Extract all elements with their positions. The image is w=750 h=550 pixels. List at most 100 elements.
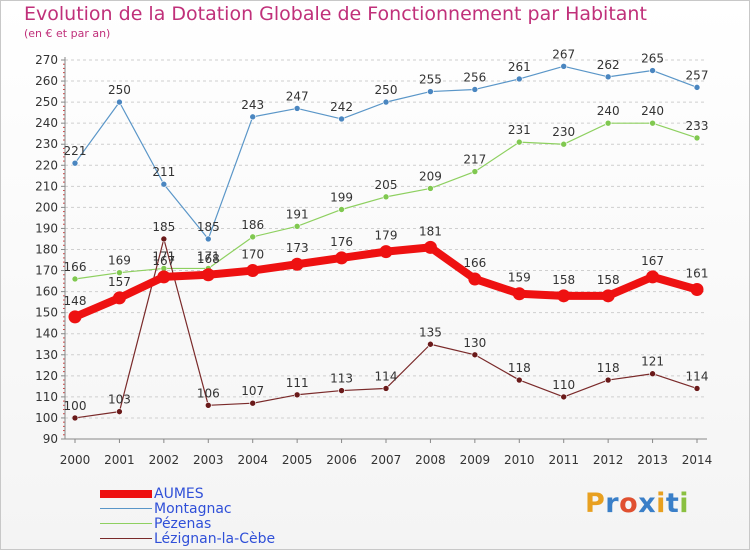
y-tick-label: 170 xyxy=(35,264,58,278)
y-minor-tick xyxy=(63,413,65,415)
x-tick-label: 2007 xyxy=(371,453,402,467)
y-minor-tick xyxy=(63,177,65,179)
x-tick-label: 2014 xyxy=(682,453,713,467)
y-minor-tick xyxy=(63,114,65,116)
data-label-montagnac: 265 xyxy=(641,52,664,66)
y-minor-tick xyxy=(63,307,65,309)
data-point-l-zignan-la-c-be xyxy=(427,340,434,348)
x-tick-label: 2005 xyxy=(282,453,313,467)
y-minor-tick xyxy=(63,341,65,343)
y-minor-tick xyxy=(63,303,65,305)
data-label-montagnac: 262 xyxy=(597,58,620,72)
y-minor-tick xyxy=(63,198,65,200)
y-minor-tick xyxy=(63,299,65,301)
y-minor-tick xyxy=(63,202,65,204)
data-point-aumes xyxy=(68,310,82,324)
y-minor-tick xyxy=(63,392,65,394)
data-label-montagnac: 221 xyxy=(64,144,87,158)
y-minor-tick xyxy=(63,324,65,326)
data-point-l-zignan-la-c-be xyxy=(71,414,79,422)
data-point-l-zignan-la-c-be xyxy=(515,376,523,384)
data-point-p-zenas xyxy=(515,138,523,146)
data-labels: 221 250 211 185 243 247 242 250 255 256 261 267 262 2… xyxy=(64,47,709,413)
data-point-aumes xyxy=(157,270,171,284)
logo-letter: i xyxy=(679,488,690,519)
data-label-aumes: 161 xyxy=(686,267,709,281)
legend-swatch xyxy=(100,522,152,525)
y-minor-tick xyxy=(63,383,65,385)
y-tick-label: 130 xyxy=(35,348,58,362)
y-tick-label: 140 xyxy=(35,327,58,341)
data-label-p-zenas: 233 xyxy=(686,119,709,133)
y-minor-tick xyxy=(63,430,65,432)
y-minor-tick xyxy=(63,173,65,175)
legend-item-l-zignan-la-c-be: Lézignan-la-Cèbe xyxy=(100,531,275,547)
data-point-montagnac xyxy=(471,86,479,93)
y-minor-tick xyxy=(63,76,65,78)
data-label-montagnac: 267 xyxy=(552,47,575,61)
y-minor-tick xyxy=(63,147,65,149)
data-point-aumes xyxy=(246,264,260,278)
data-point-aumes xyxy=(512,287,526,301)
data-point-l-zignan-la-c-be xyxy=(693,385,701,392)
data-label-aumes: 179 xyxy=(375,229,398,243)
data-point-p-zenas xyxy=(71,275,79,283)
data-label-l-zignan-la-c-be: 106 xyxy=(197,386,220,400)
legend-label: Montagnac xyxy=(154,500,232,517)
logo-letter: o xyxy=(619,488,639,519)
x-tick-label: 2011 xyxy=(548,453,579,467)
data-point-aumes xyxy=(423,240,437,254)
y-minor-tick xyxy=(63,160,65,162)
y-tick-label: 240 xyxy=(35,116,58,130)
data-point-p-zenas xyxy=(427,185,434,192)
y-minor-tick xyxy=(63,97,65,99)
data-label-l-zignan-la-c-be: 118 xyxy=(508,361,531,375)
data-point-p-zenas xyxy=(338,206,345,213)
data-point-p-zenas xyxy=(249,233,257,241)
data-point-aumes xyxy=(557,289,571,303)
y-minor-tick xyxy=(63,93,65,95)
data-point-montagnac xyxy=(382,98,390,106)
y-minor-tick xyxy=(63,190,65,192)
data-point-montagnac xyxy=(693,84,701,91)
data-label-montagnac: 243 xyxy=(241,98,264,112)
y-minor-tick xyxy=(63,223,65,225)
legend-swatch xyxy=(100,537,152,540)
x-tick-label: 2003 xyxy=(193,453,224,467)
data-label-p-zenas: 171 xyxy=(152,249,175,263)
data-point-aumes xyxy=(690,283,704,297)
data-point-aumes xyxy=(112,291,126,305)
y-minor-tick xyxy=(63,118,65,120)
y-tick-label: 100 xyxy=(35,411,58,425)
data-label-aumes: 176 xyxy=(330,235,353,249)
data-label-p-zenas: 199 xyxy=(330,190,353,204)
data-point-l-zignan-la-c-be xyxy=(160,235,168,243)
data-label-p-zenas: 217 xyxy=(463,153,486,167)
x-tick-label: 2010 xyxy=(504,453,535,467)
data-point-l-zignan-la-c-be xyxy=(338,387,345,394)
data-label-l-zignan-la-c-be: 100 xyxy=(64,399,87,413)
y-minor-tick xyxy=(63,67,65,69)
data-point-p-zenas xyxy=(693,134,701,142)
data-label-l-zignan-la-c-be: 135 xyxy=(419,325,442,339)
proxiti-logo: Proxiti xyxy=(585,488,689,519)
logo-letter: i xyxy=(656,488,666,519)
y-minor-tick xyxy=(63,295,65,297)
legend-item-aumes: AUMES xyxy=(100,486,275,502)
y-minor-tick xyxy=(63,387,65,389)
y-minor-tick xyxy=(63,278,65,280)
x-tick-label: 2009 xyxy=(460,453,491,467)
data-label-p-zenas: 231 xyxy=(508,123,531,137)
y-minor-tick xyxy=(63,337,65,339)
y-minor-tick xyxy=(63,274,65,276)
data-point-montagnac xyxy=(204,235,212,243)
data-point-l-zignan-la-c-be xyxy=(382,385,390,392)
data-label-aumes: 158 xyxy=(552,273,575,287)
y-minor-tick xyxy=(63,253,65,255)
legend: AUMES Montagnac Pézenas Lézignan-la-Cèbe xyxy=(100,486,275,547)
data-label-p-zenas: 166 xyxy=(64,260,87,274)
data-point-l-zignan-la-c-be xyxy=(249,399,257,407)
data-point-montagnac xyxy=(515,75,523,83)
data-point-p-zenas xyxy=(382,193,390,201)
